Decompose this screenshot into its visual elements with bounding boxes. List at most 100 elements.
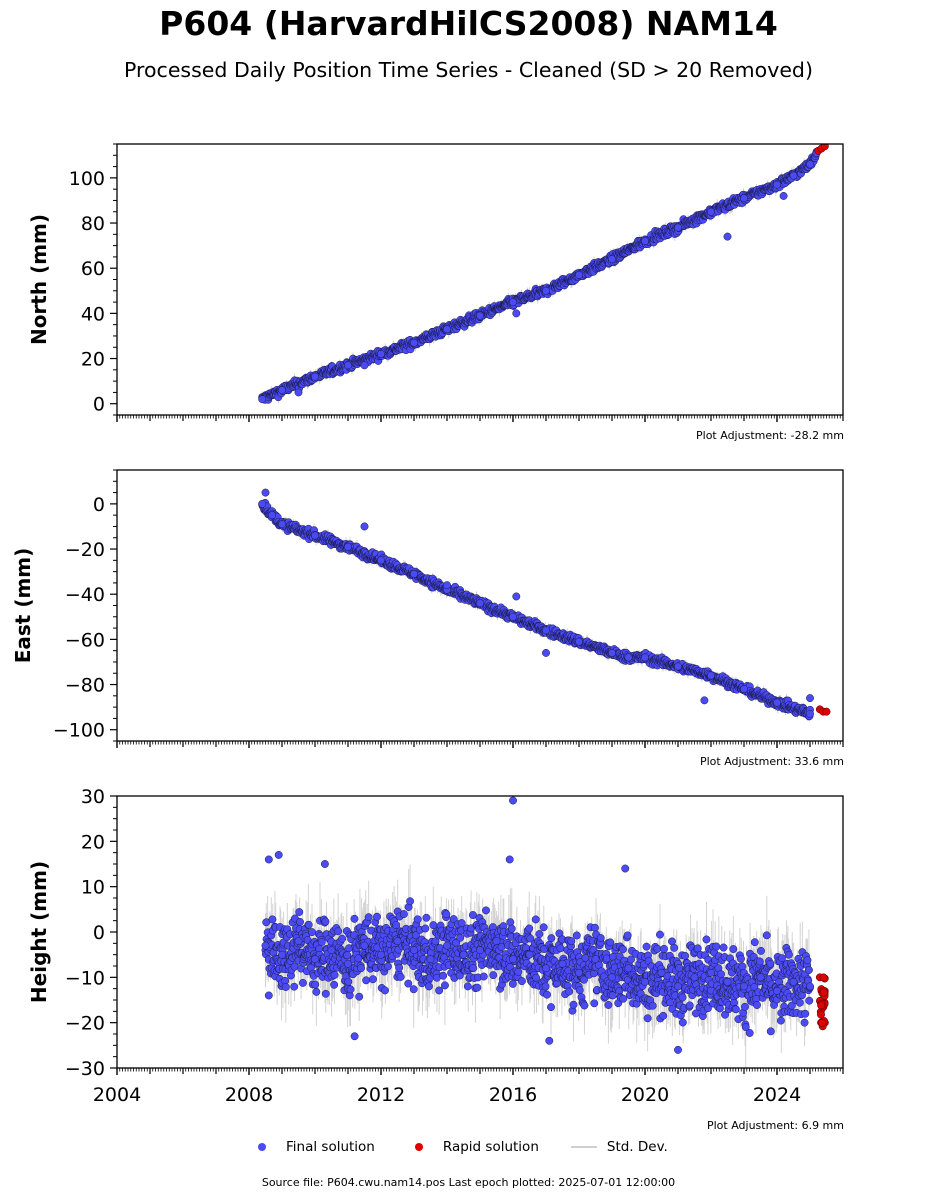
east-final-point xyxy=(542,626,550,635)
north-outlier-point xyxy=(360,361,369,370)
north-final-point xyxy=(641,237,649,246)
north-y-tick-label: 100 xyxy=(69,168,105,190)
north-final-point xyxy=(789,171,798,180)
north-final-point xyxy=(806,160,814,169)
north-final-points xyxy=(258,147,821,404)
east-final-point xyxy=(641,653,649,662)
north-final-point xyxy=(278,386,286,395)
north-final-point xyxy=(344,361,352,370)
north-frame xyxy=(116,143,844,416)
height-final-point xyxy=(330,971,339,979)
north-panel: 0 20 40 60 80 100 North (mm) xyxy=(27,143,844,422)
north-outlier-point xyxy=(779,191,788,200)
east-final-point xyxy=(773,698,781,707)
height-final-point xyxy=(330,980,339,989)
north-y-tick-label: 80 xyxy=(81,213,105,235)
height-final-point xyxy=(334,927,343,936)
east-outlier-point xyxy=(360,522,369,531)
north-final-point xyxy=(542,286,550,295)
height-final-point xyxy=(344,977,353,986)
north-y-tick-label: 0 xyxy=(93,394,105,416)
east-final-point xyxy=(608,648,616,657)
height-final-point xyxy=(290,982,299,991)
east-final-point xyxy=(344,542,352,551)
height-final-point xyxy=(338,934,347,943)
height-final-point xyxy=(346,985,355,994)
east-y-tick-label: −20 xyxy=(65,539,105,561)
height-final-point xyxy=(350,914,359,923)
east-final-point xyxy=(509,612,517,621)
north-final-point xyxy=(443,325,451,334)
height-final-points xyxy=(261,796,814,1054)
north-final-point xyxy=(608,255,616,264)
east-plot-area xyxy=(258,488,831,721)
east-y-tick-label: −60 xyxy=(65,629,105,651)
north-final-point xyxy=(410,338,418,347)
height-final-point xyxy=(311,980,320,989)
height-final-point xyxy=(298,978,307,987)
height-final-point xyxy=(362,976,371,985)
east-outlier-point xyxy=(542,648,550,657)
east-final-point xyxy=(258,499,267,508)
east-rapid-point xyxy=(822,707,831,716)
east-rapid-points xyxy=(815,705,831,716)
east-final-point xyxy=(575,637,583,646)
east-y-tick-label: −80 xyxy=(65,675,105,697)
north-final-point xyxy=(773,180,781,189)
north-final-point xyxy=(476,311,484,320)
height-final-point xyxy=(268,915,277,924)
east-final-point xyxy=(311,531,319,540)
east-final-points xyxy=(258,488,814,721)
east-y-tick-label: −40 xyxy=(65,584,105,606)
east-final-point xyxy=(377,556,385,565)
east-outlier-point xyxy=(700,696,709,705)
north-y-tick-label: 60 xyxy=(81,258,105,280)
north-final-point xyxy=(707,207,715,216)
height-final-point xyxy=(312,987,321,996)
east-final-point xyxy=(806,709,814,718)
chart-title: P604 (HarvardHilCS2008) NAM14 xyxy=(159,4,778,43)
north-final-point xyxy=(740,194,748,203)
height-final-point xyxy=(321,989,330,998)
north-outlier-point xyxy=(723,232,732,241)
east-final-point xyxy=(707,671,715,680)
chart-subtitle: Processed Daily Position Time Series - C… xyxy=(124,58,813,82)
height-final-point xyxy=(321,917,330,926)
north-final-point xyxy=(311,372,319,381)
height-final-point xyxy=(308,928,316,937)
east-outlier-point xyxy=(443,581,451,590)
north-final-point xyxy=(258,395,267,404)
height-plot-area xyxy=(261,796,829,1068)
height-final-point xyxy=(317,938,326,946)
east-final-point xyxy=(674,662,682,671)
north-plot-area xyxy=(258,144,829,405)
east-final-point xyxy=(268,511,277,520)
height-final-point xyxy=(304,920,313,929)
east-y-tick-label: 0 xyxy=(93,494,105,516)
east-final-point xyxy=(476,599,484,608)
north-outlier-point xyxy=(294,388,303,397)
height-final-point xyxy=(355,992,364,1001)
height-final-point xyxy=(295,908,304,916)
height-final-point xyxy=(357,964,365,973)
east-outlier-point xyxy=(512,592,521,601)
east-final-point xyxy=(740,685,748,694)
east-y-tick-label: −100 xyxy=(53,720,105,742)
north-y-tick-label: 40 xyxy=(81,303,105,325)
east-panel: 0 −20 −40 −60 −80 −100 East (mm) xyxy=(11,469,844,748)
north-rapid-point xyxy=(820,144,829,151)
north-final-point xyxy=(377,350,385,358)
north-final-point xyxy=(674,223,682,232)
height-final-point xyxy=(281,983,290,991)
north-final-point xyxy=(575,271,583,279)
east-final-point xyxy=(278,520,286,529)
east-y-axis-label: East (mm) xyxy=(11,548,35,664)
east-final-point xyxy=(410,569,418,578)
east-outlier-point xyxy=(261,488,270,497)
east-final-point xyxy=(624,653,633,662)
north-rapid-points xyxy=(814,144,829,155)
height-final-point xyxy=(296,917,304,926)
north-y-tick-label: 20 xyxy=(81,349,105,371)
